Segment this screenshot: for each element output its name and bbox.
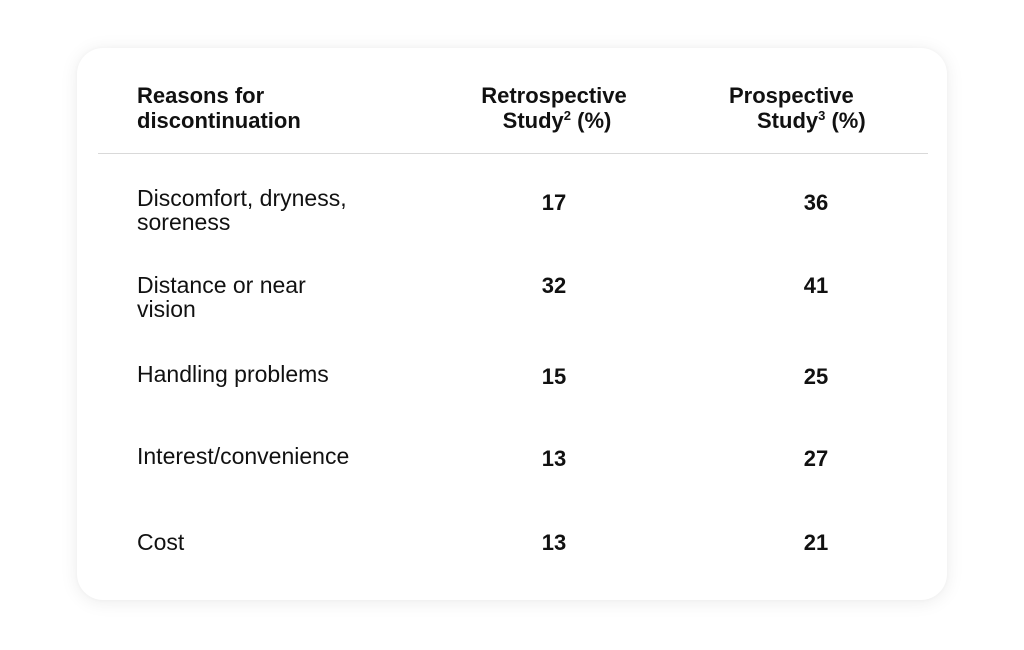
header-prospective-study: Study	[757, 108, 819, 133]
header-reasons-line2: discontinuation	[137, 108, 301, 133]
prospective-value: 25	[803, 364, 829, 389]
header-reasons: Reasons for discontinuation	[137, 83, 301, 133]
retrospective-value: 13	[541, 446, 567, 471]
header-prospective-line2: Study3 (%)	[729, 108, 909, 133]
prospective-value: 36	[803, 190, 829, 215]
footnote-2: 2	[563, 108, 572, 123]
reason-line: soreness	[137, 209, 231, 235]
reason-line: vision	[137, 296, 196, 322]
table-header: Reasons for discontinuation Retrospectiv…	[77, 48, 947, 154]
footnote-3: 3	[818, 108, 826, 123]
prospective-value: 21	[803, 530, 829, 555]
retrospective-value: 17	[541, 190, 567, 215]
header-prospective-line1: Prospective	[729, 83, 854, 108]
retrospective-value: 15	[541, 364, 567, 389]
table-card: Reasons for discontinuation Retrospectiv…	[77, 48, 947, 600]
retrospective-value: 32	[541, 273, 567, 298]
prospective-value: 41	[803, 273, 829, 298]
header-reasons-line1: Reasons for	[137, 83, 265, 108]
reason-cell: Interest/convenience	[137, 444, 407, 468]
prospective-value: 27	[803, 446, 829, 471]
reason-cell: Cost	[137, 530, 407, 554]
header-prospective-unit: (%)	[825, 108, 866, 133]
header-retrospective: Retrospective Study2 (%)	[457, 83, 651, 133]
header-prospective: Prospective Study3 (%)	[729, 83, 909, 133]
header-divider	[98, 153, 928, 154]
reason-cell: Discomfort, dryness, soreness	[137, 186, 407, 234]
header-retrospective-line2: Study2 (%)	[457, 108, 651, 133]
reason-cell: Distance or near vision	[137, 273, 407, 321]
header-retrospective-unit: (%)	[571, 108, 612, 133]
reason-line: Cost	[137, 529, 185, 555]
header-retrospective-line1: Retrospective	[481, 83, 627, 108]
reason-line: Discomfort, dryness,	[137, 185, 347, 211]
reason-cell: Handling problems	[137, 362, 407, 386]
reason-line: Handling problems	[137, 361, 329, 387]
reason-line: Interest/convenience	[137, 443, 350, 469]
reason-line: Distance or near	[137, 272, 306, 298]
retrospective-value: 13	[541, 530, 567, 555]
header-retrospective-study: Study	[502, 108, 564, 133]
